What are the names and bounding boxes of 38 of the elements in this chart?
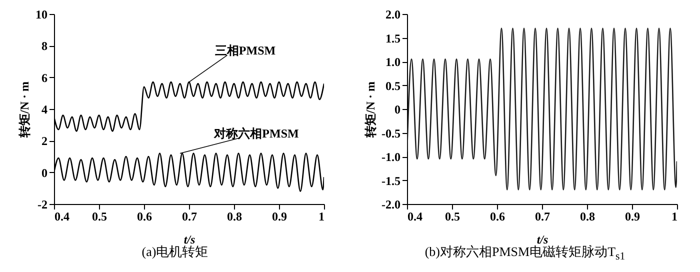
y-tick-label: 0 (41, 166, 47, 180)
y-tick-label: -2.0 (382, 198, 400, 212)
y-axis-title: 转矩/N · m (364, 82, 378, 138)
y-tick-label: -2 (37, 198, 47, 212)
y-tick-label: -0.5 (382, 126, 400, 140)
y-axis-title: 转矩/N · m (17, 82, 31, 138)
text: (b)对称六相PMSM电磁转矩脉动T$_{s1}$ (424, 244, 626, 263)
y-tick-label: 2 (41, 134, 47, 148)
x-tick-label: 0.4 (408, 210, 422, 224)
y-tick-label: -1.5 (382, 174, 400, 188)
annotation: 对称六相PMSM (212, 126, 298, 141)
x-tick-label: 0.5 (445, 210, 460, 224)
y-tick-label: 1.0 (386, 55, 400, 69)
x-tick-label: 0.4 (54, 210, 69, 224)
x-tick-label: 0.7 (535, 210, 550, 224)
x-tick-label: 1 (318, 210, 324, 224)
x-tick-label: 0.5 (92, 210, 106, 224)
x-tick-label: 1 (672, 210, 678, 224)
x-tick-label: 0.6 (490, 210, 505, 224)
x-tick-label: 0.9 (625, 210, 640, 224)
y-tick-label: -1.0 (382, 150, 400, 164)
y-tick-label: 0 (394, 102, 400, 116)
x-tick-label: 0.7 (182, 210, 196, 224)
y-tick-label: 2.0 (386, 8, 400, 22)
y-tick-label: 1.5 (386, 31, 400, 46)
x-tick-label: 0.9 (272, 210, 286, 224)
x-tick-label: 0.8 (580, 210, 595, 224)
y-tick-label: 6 (41, 70, 47, 85)
y-tick-label: 8 (41, 39, 47, 54)
annotation: 三相PMSM (214, 43, 276, 58)
x-axis-title: t/s (536, 232, 548, 246)
x-axis-title: t/s (183, 232, 195, 246)
text: (a)电机转矩 (142, 244, 208, 261)
y-tick-label: 0.5 (386, 78, 400, 93)
y-tick-label: 4 (41, 102, 47, 116)
x-tick-label: 0.6 (136, 210, 152, 224)
y-tick-label: 10 (35, 8, 47, 22)
x-tick-label: 0.8 (226, 210, 242, 224)
